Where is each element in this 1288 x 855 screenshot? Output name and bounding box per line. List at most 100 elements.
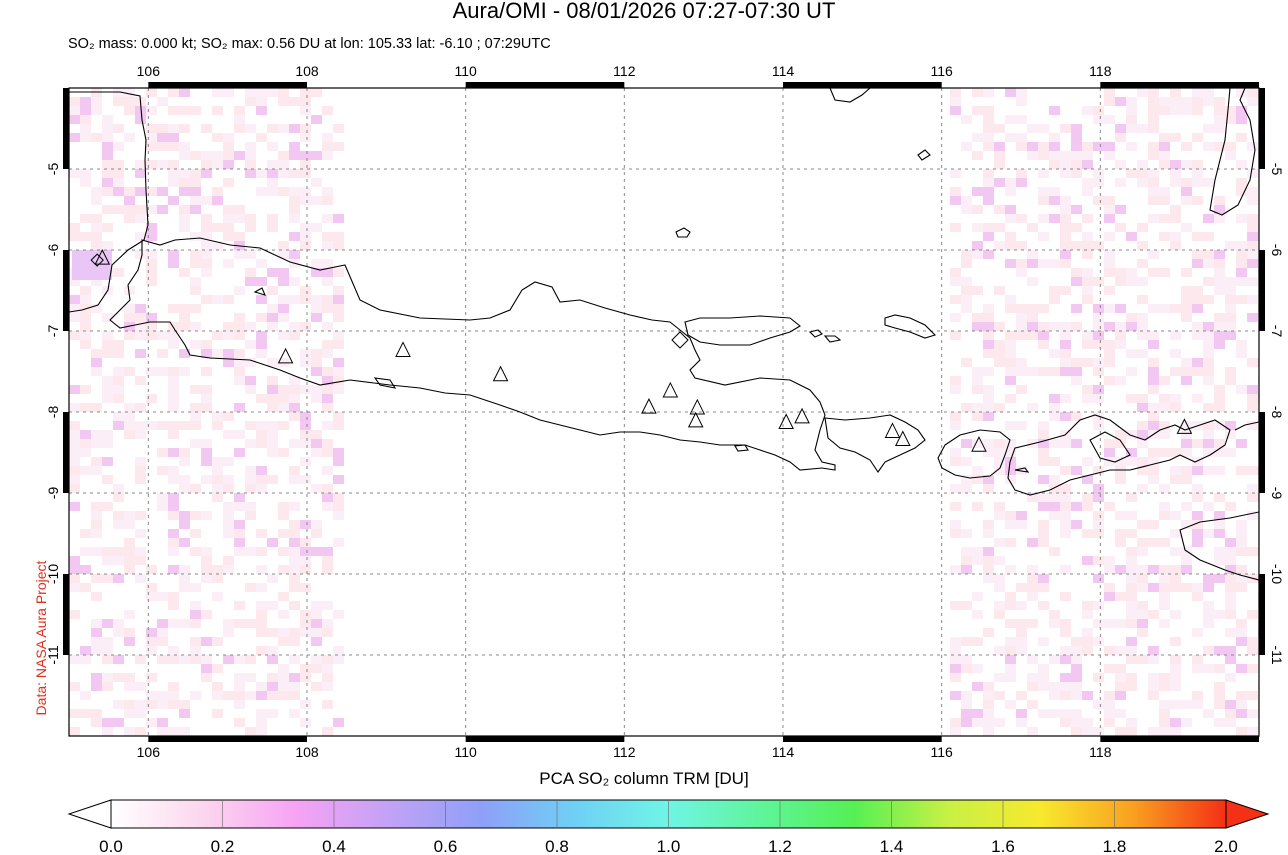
so2-pixel (234, 520, 245, 529)
so2-pixel (972, 241, 983, 250)
so2-pixel (1170, 511, 1181, 520)
so2-pixel (311, 178, 322, 187)
so2-pixel (1148, 196, 1159, 205)
so2-pixel (190, 277, 201, 286)
so2-pixel (1049, 547, 1060, 556)
so2-pixel (1214, 322, 1225, 331)
so2-pixel (289, 682, 300, 691)
so2-pixel (1082, 691, 1093, 700)
so2-pixel (212, 151, 223, 160)
so2-pixel (1115, 727, 1126, 736)
so2-pixel (113, 376, 124, 385)
volcano-triangle (492, 365, 509, 382)
so2-pixel (69, 403, 80, 412)
so2-pixel (1115, 376, 1126, 385)
so2-pixel (1192, 367, 1203, 376)
frame-segment-top (1100, 82, 1259, 88)
so2-pixel (124, 520, 135, 529)
so2-pixel (102, 385, 113, 394)
so2-pixel (1082, 295, 1093, 304)
so2-pixel (146, 565, 157, 574)
so2-pixel (1005, 475, 1016, 484)
so2-pixel (1170, 664, 1181, 673)
so2-pixel (1192, 106, 1203, 115)
so2-pixel (234, 124, 245, 133)
frame-segment-right (1259, 574, 1265, 655)
so2-pixel (311, 304, 322, 313)
so2-pixel (212, 574, 223, 583)
colorbar-ticks: 0.0 0.2 0.4 0.6 0.8 1.0 1.2 1.4 1.6 1.8 2.0 (99, 800, 1238, 855)
so2-pixel (1258, 394, 1259, 403)
so2-pixel (168, 655, 179, 664)
so2-pixel (223, 331, 234, 340)
so2-pixel (300, 583, 311, 592)
colorbar-tick-label: 1.0 (657, 837, 681, 855)
so2-pixel (1005, 601, 1016, 610)
so2-pixel (1137, 457, 1148, 466)
so2-pixel (1038, 322, 1049, 331)
so2-pixel (983, 196, 994, 205)
volcano-triangle (1176, 418, 1193, 434)
so2-pixel (201, 151, 212, 160)
so2-pixel (190, 322, 201, 331)
so2-pixel (1159, 232, 1170, 241)
so2-pixel (1126, 232, 1137, 241)
so2-pixel (1038, 439, 1049, 448)
so2-pixel (135, 322, 146, 331)
coastline-saleh-bay (1089, 431, 1131, 463)
so2-pixel (994, 556, 1005, 565)
so2-pixel (179, 187, 190, 196)
so2-pixel (1126, 727, 1137, 736)
so2-pixel (961, 691, 972, 700)
so2-pixel (1170, 700, 1181, 709)
so2-pixel (267, 178, 278, 187)
so2-pixel (168, 700, 179, 709)
so2-pixel (1016, 304, 1027, 313)
so2-pixel (300, 88, 311, 97)
so2-pixel (1247, 358, 1258, 367)
so2-pixel (1137, 520, 1148, 529)
so2-pixel (234, 232, 245, 241)
so2-pixel (961, 115, 972, 124)
so2-pixel (300, 547, 311, 556)
so2-pixel (1181, 160, 1192, 169)
so2-pixel (1082, 106, 1093, 115)
so2-pixel (1203, 376, 1214, 385)
so2-pixel (157, 367, 168, 376)
so2-pixel (1214, 718, 1225, 727)
so2-pixel (245, 358, 256, 367)
so2-pixel (1016, 241, 1027, 250)
so2-pixel (1115, 124, 1126, 133)
so2-pixel (201, 385, 212, 394)
so2-pixel (289, 205, 300, 214)
so2-pixel (201, 241, 212, 250)
so2-pixel (201, 655, 212, 664)
so2-pixel (1049, 484, 1060, 493)
so2-pixel (1049, 160, 1060, 169)
so2-pixel (961, 718, 972, 727)
so2-pixel (113, 421, 124, 430)
so2-pixel (1016, 520, 1027, 529)
so2-pixel (1258, 169, 1259, 178)
so2-pixel (994, 439, 1005, 448)
so2-pixel (1148, 475, 1159, 484)
so2-pixel (168, 160, 179, 169)
so2-pixel (168, 322, 179, 331)
so2-pixel (1214, 115, 1225, 124)
so2-pixel (1159, 394, 1170, 403)
lon-tick-label-top: 108 (295, 63, 319, 79)
so2-pixel (983, 349, 994, 358)
so2-pixel (1082, 646, 1093, 655)
so2-pixel (91, 277, 102, 286)
so2-pixel (1181, 520, 1192, 529)
so2-pixel (961, 700, 972, 709)
so2-pixel (994, 205, 1005, 214)
so2-pixel (223, 349, 234, 358)
so2-pixel (1093, 367, 1104, 376)
so2-pixel (234, 673, 245, 682)
so2-pixel (983, 124, 994, 133)
so2-pixel (300, 421, 311, 430)
so2-pixel (267, 142, 278, 151)
so2-pixel (1060, 214, 1071, 223)
so2-pixel (1016, 214, 1027, 223)
